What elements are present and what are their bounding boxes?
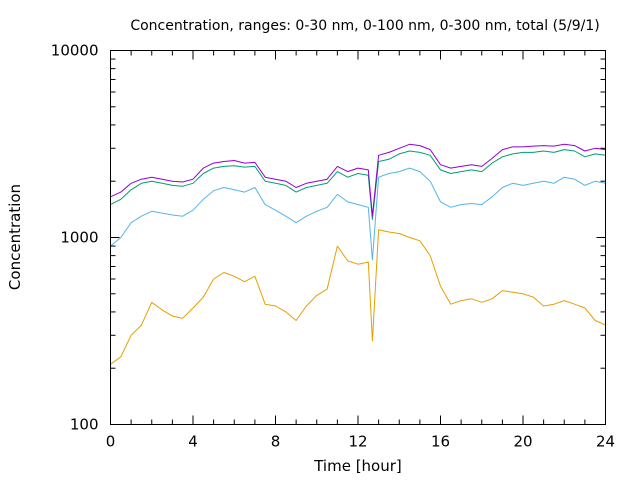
- y-tick-label: 1000: [60, 229, 98, 247]
- x-tick-label: 12: [348, 433, 367, 451]
- x-tick-label: 8: [271, 433, 281, 451]
- x-tick-label: 20: [513, 433, 532, 451]
- series-line-1: [110, 229, 606, 365]
- x-axis-ticks: 0 4 8 12 16 20 24: [106, 50, 615, 451]
- plot-frame: [110, 50, 606, 425]
- series-line-2: [110, 167, 606, 261]
- x-tick-label: 4: [188, 433, 198, 451]
- y-axis-ticks: 100 1000 10000: [51, 42, 606, 434]
- y-axis-label: Concentration: [6, 184, 24, 290]
- x-tick-label: 0: [106, 433, 116, 451]
- x-tick-label: 24: [596, 433, 615, 451]
- series-line-3: [110, 149, 606, 220]
- chart-title: Concentration, ranges: 0-30 nm, 0-100 nm…: [130, 18, 599, 34]
- y-tick-label: 100: [70, 416, 99, 434]
- x-tick-label: 16: [431, 433, 450, 451]
- y-tick-label: 10000: [51, 42, 99, 60]
- series-layer: [110, 143, 606, 365]
- series-line-4: [110, 143, 606, 217]
- x-axis-label: Time [hour]: [313, 457, 402, 475]
